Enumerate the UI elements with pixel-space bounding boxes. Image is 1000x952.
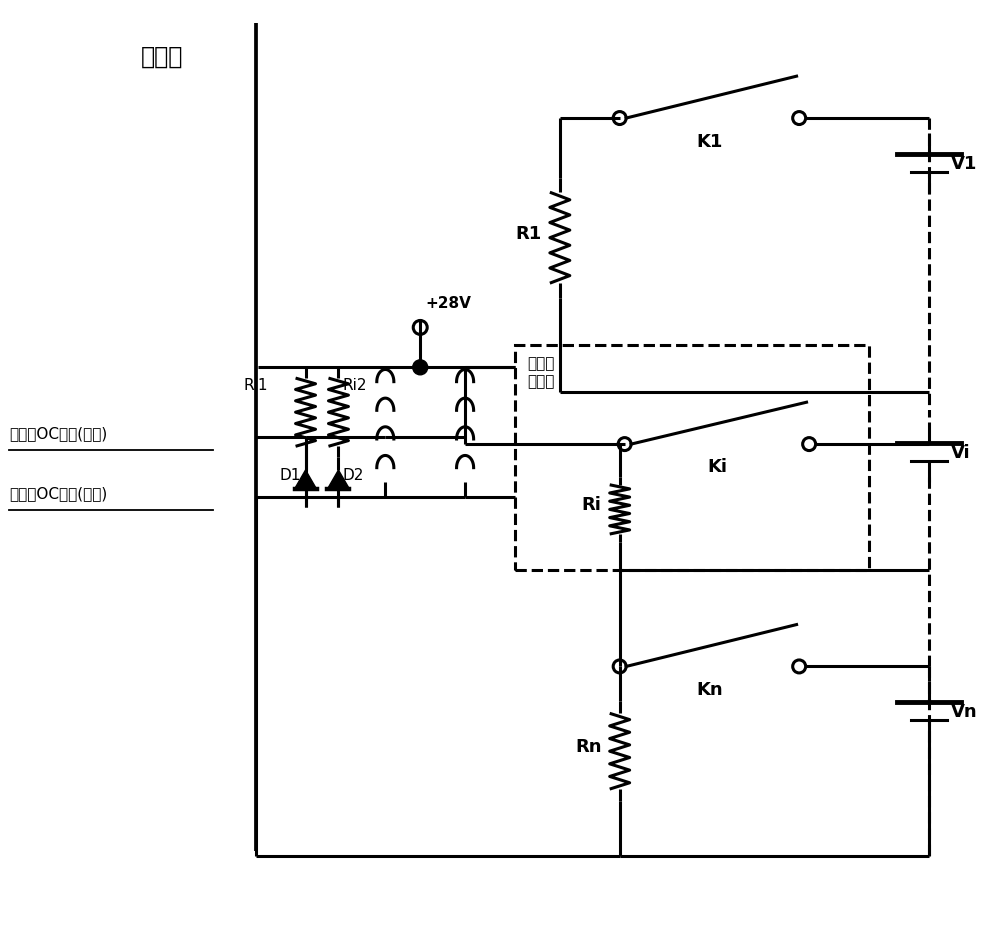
Text: 磁保持
继电器: 磁保持 继电器 <box>527 356 554 388</box>
Polygon shape <box>327 470 349 489</box>
Text: Ri: Ri <box>582 496 602 514</box>
Text: V1: V1 <box>951 155 977 172</box>
Text: R1: R1 <box>516 225 542 243</box>
Text: 下位机: 下位机 <box>141 44 183 69</box>
Text: D2: D2 <box>342 467 364 483</box>
Text: Rn: Rn <box>575 738 602 755</box>
Text: Vi: Vi <box>951 444 970 462</box>
Text: Ki: Ki <box>707 458 727 475</box>
Text: Ri2: Ri2 <box>342 378 367 393</box>
Text: D1: D1 <box>279 467 301 483</box>
Text: Ri1: Ri1 <box>243 378 268 393</box>
Text: 脉冲型OC指令(断开): 脉冲型OC指令(断开) <box>9 486 108 501</box>
Bar <box>515 346 869 570</box>
Text: +28V: +28V <box>425 296 471 311</box>
Polygon shape <box>295 470 317 489</box>
Text: 脉冲型OC指令(闭合): 脉冲型OC指令(闭合) <box>9 426 108 441</box>
Text: K1: K1 <box>696 133 723 150</box>
Text: Kn: Kn <box>696 681 723 699</box>
Circle shape <box>413 361 428 375</box>
Text: Vn: Vn <box>951 703 977 721</box>
